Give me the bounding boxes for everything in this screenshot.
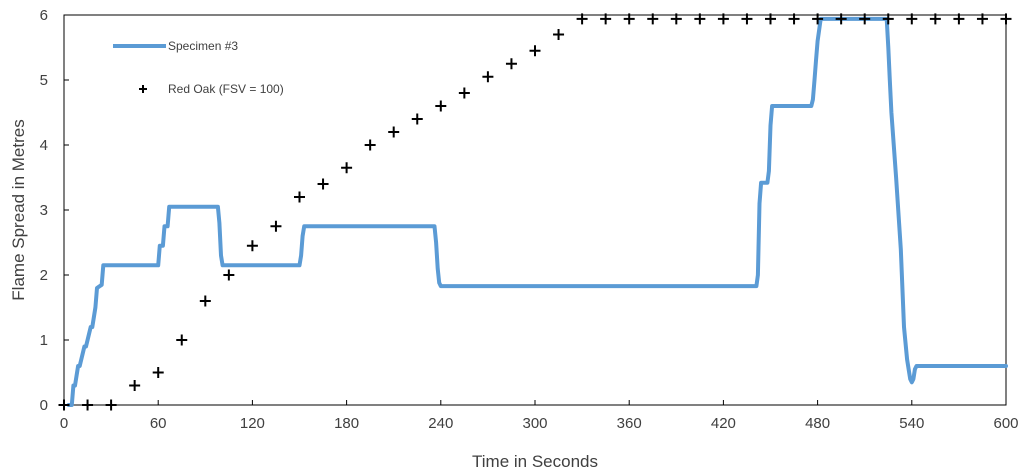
x-tick-label: 0: [60, 415, 68, 432]
x-tick-label: 300: [522, 415, 547, 432]
x-tick-label: 480: [805, 415, 830, 432]
y-tick-label: 5: [40, 72, 48, 89]
x-tick-label: 600: [993, 415, 1018, 432]
y-tick-label: 4: [40, 137, 48, 154]
y-axis-title: Flame Spread in Metres: [9, 119, 28, 300]
legend-label-red-oak: Red Oak (FSV = 100): [168, 82, 284, 96]
x-tick-label: 540: [899, 415, 924, 432]
x-tick-label: 360: [617, 415, 642, 432]
y-tick-label: 1: [40, 332, 48, 349]
y-tick-label: 6: [40, 7, 48, 24]
x-tick-label: 60: [150, 415, 167, 432]
x-tick-label: 240: [428, 415, 453, 432]
y-tick-label: 0: [40, 397, 48, 414]
legend-label-specimen: Specimen #3: [168, 39, 238, 53]
x-tick-label: 420: [711, 415, 736, 432]
x-axis-title: Time in Seconds: [472, 452, 598, 471]
y-tick-label: 3: [40, 202, 48, 219]
x-tick-label: 180: [334, 415, 359, 432]
x-tick-label: 120: [240, 415, 265, 432]
y-tick-label: 2: [40, 267, 48, 284]
